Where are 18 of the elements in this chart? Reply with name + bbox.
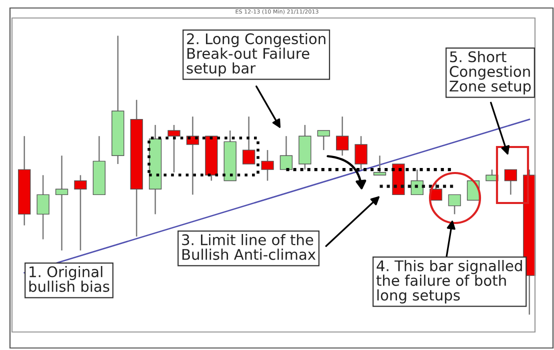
annotation: 4. This bar signalled the failure of both long setups [376,260,522,304]
candlestick [317,130,330,151]
annotation: 3. Limit line of the Bullish Anti-climax [182,234,316,260]
candlestick [354,135,368,170]
candlestick [55,155,68,252]
candlestick [242,116,256,165]
annotation: 1. Original bullish bias [29,266,110,292]
candlestick [168,124,180,173]
annotation: 5. Short Congestion Zone setup [450,51,531,94]
candlestick [373,155,386,176]
candlestick [74,174,87,252]
candlestick [504,168,518,196]
candlestick [261,149,274,182]
candlestick [280,135,293,170]
candlestick [448,194,461,215]
candlestick [36,174,50,240]
annotation: 2. Long Congestion Break-out Failure setup bar [186,33,326,76]
candlestick [336,116,349,156]
